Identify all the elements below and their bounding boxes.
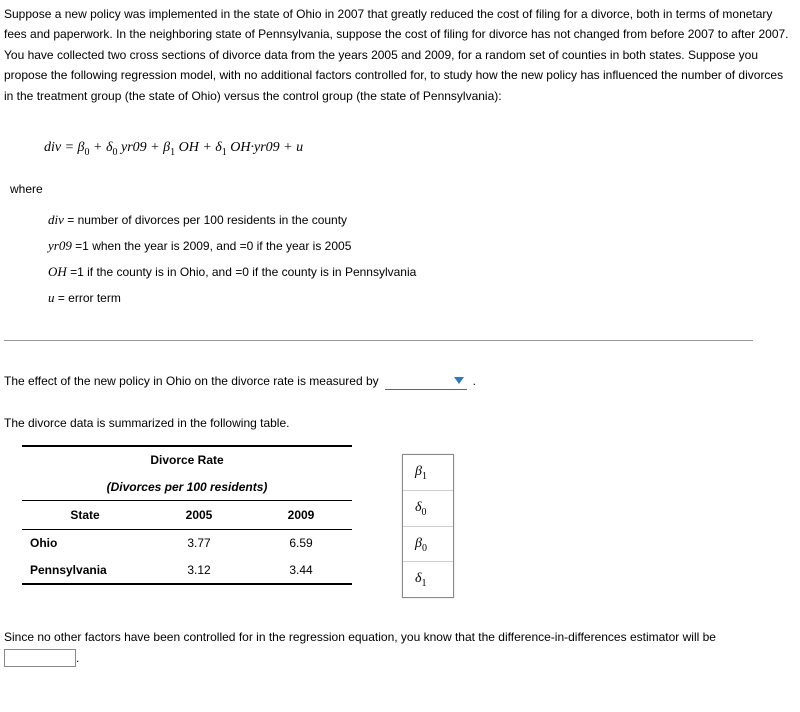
table-row: Ohio 3.77 6.59	[22, 530, 352, 557]
question-1-suffix: .	[473, 371, 476, 391]
did-estimator-input[interactable]	[4, 649, 76, 667]
question-1-row: The effect of the new policy in Ohio on …	[4, 371, 792, 391]
divorce-rate-table: Divorce Rate (Divorces per 100 residents…	[22, 445, 352, 585]
intro-paragraph: Suppose a new policy was implemented in …	[4, 4, 792, 106]
col-2005-header: 2005	[148, 501, 250, 530]
option-delta1[interactable]: δ1	[403, 562, 453, 597]
table-row: Pennsylvania 3.12 3.44	[22, 557, 352, 584]
state-header: State	[22, 501, 148, 530]
question-1-text: The effect of the new policy in Ohio on …	[4, 371, 379, 391]
final-question-text: Since no other factors have been control…	[4, 630, 716, 644]
variable-definitions: div = number of divorces per 100 residen…	[48, 209, 792, 309]
chevron-down-icon	[453, 375, 465, 385]
final-question-row: Since no other factors have been control…	[4, 627, 792, 668]
regression-equation: div = β0 + δ0 yr09 + β1 OH + δ1 OH·yr09 …	[44, 136, 792, 161]
coefficient-dropdown[interactable]	[385, 371, 467, 390]
table-subtitle: (Divorces per 100 residents)	[22, 474, 352, 501]
coefficient-options-list: β1 δ0 β0 δ1	[402, 454, 454, 598]
table-title: Divorce Rate	[22, 446, 352, 473]
section-divider	[4, 340, 753, 341]
summary-line: The divorce data is summarized in the fo…	[4, 413, 792, 433]
where-label: where	[10, 179, 792, 199]
option-delta0[interactable]: δ0	[403, 491, 453, 527]
option-beta1[interactable]: β1	[403, 455, 453, 491]
col-2009-header: 2009	[250, 501, 352, 530]
option-beta0[interactable]: β0	[403, 527, 453, 563]
final-suffix: .	[76, 651, 79, 665]
